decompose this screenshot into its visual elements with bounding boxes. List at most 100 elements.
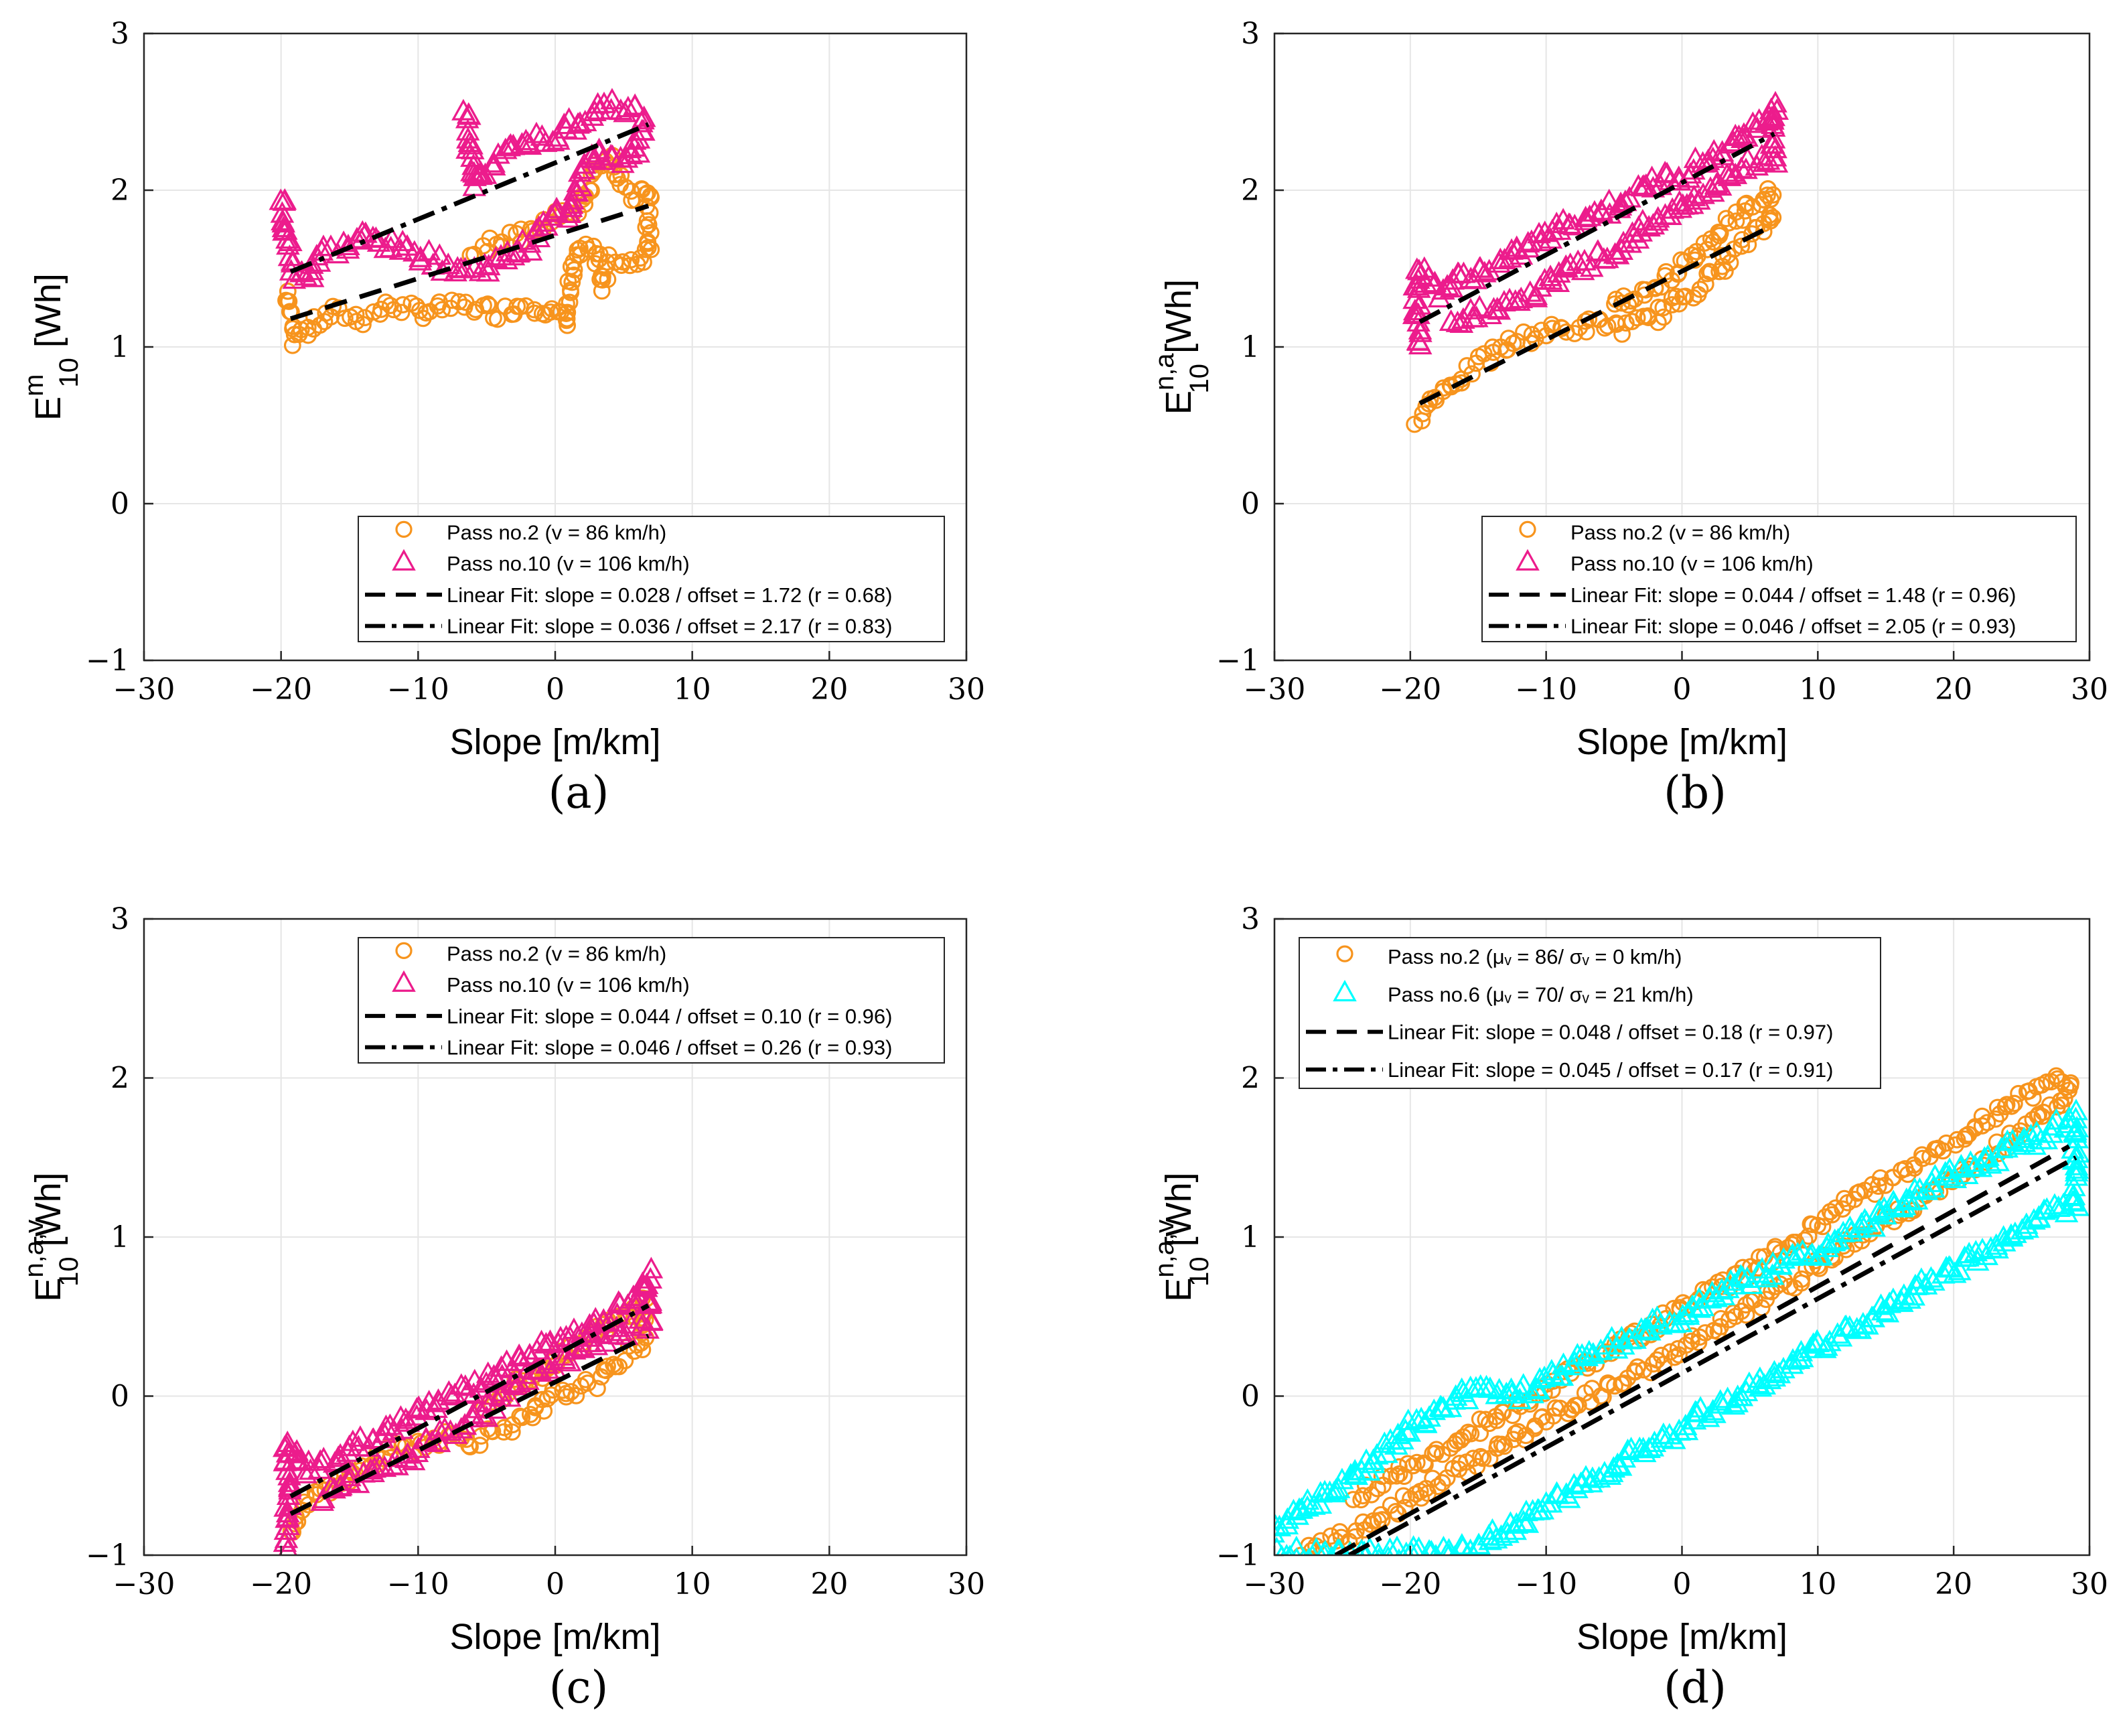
data-point bbox=[1281, 1498, 1306, 1520]
data-point bbox=[1737, 202, 1754, 220]
data-point bbox=[2005, 1094, 2023, 1112]
data-point bbox=[517, 1344, 541, 1366]
legend-label: Pass no.10 (v = 106 km/h) bbox=[1570, 552, 1814, 575]
data-point bbox=[1613, 325, 1631, 343]
data-point bbox=[1568, 1471, 1593, 1494]
data-point bbox=[341, 1429, 365, 1451]
data-point bbox=[1599, 317, 1617, 335]
series-triangles bbox=[269, 88, 656, 289]
data-point bbox=[2018, 1083, 2036, 1100]
data-point bbox=[461, 1438, 479, 1455]
x-tick-label: 10 bbox=[1799, 1567, 1836, 1601]
legend-marker-circle bbox=[1519, 520, 1536, 538]
data-point bbox=[562, 1383, 580, 1400]
data-point bbox=[1408, 1453, 1426, 1471]
fit-line-dashdot bbox=[1347, 1155, 2077, 1555]
legend-label: Pass no.2 (v = 86 km/h) bbox=[447, 942, 666, 965]
data-point bbox=[1688, 1396, 1712, 1418]
data-layer bbox=[1274, 1067, 2089, 1555]
legend-label: Linear Fit: slope = 0.048 / offset = 0.1… bbox=[1388, 1021, 1833, 1044]
data-point bbox=[631, 108, 655, 130]
data-point bbox=[1526, 1378, 1551, 1400]
data-point bbox=[293, 264, 318, 286]
fit-line-dashed bbox=[1418, 222, 1776, 406]
data-point bbox=[1489, 1524, 1514, 1546]
x-tick-label: 30 bbox=[948, 672, 985, 707]
data-point bbox=[524, 121, 548, 143]
y-tick-label: 2 bbox=[1241, 173, 1260, 208]
data-point bbox=[557, 107, 581, 129]
legend-box bbox=[1299, 937, 1881, 1089]
data-point bbox=[1834, 1200, 1852, 1218]
y-label-sub: 10 bbox=[54, 1256, 84, 1287]
data-point bbox=[354, 315, 372, 334]
y-tick-label: 2 bbox=[111, 1062, 129, 1096]
data-point bbox=[1480, 1415, 1498, 1433]
data-layer bbox=[273, 1256, 664, 1555]
data-point bbox=[1589, 200, 1614, 222]
data-point bbox=[443, 1422, 468, 1444]
data-point bbox=[561, 293, 579, 311]
series-triangles bbox=[1402, 90, 1789, 355]
data-point bbox=[559, 303, 577, 321]
data-point bbox=[591, 271, 609, 289]
data-point bbox=[417, 238, 441, 261]
data-point bbox=[1402, 299, 1427, 321]
data-point bbox=[1384, 1433, 1408, 1455]
data-point bbox=[1619, 1437, 1643, 1459]
data-point bbox=[1682, 184, 1706, 206]
data-point bbox=[1285, 1535, 1307, 1555]
data-point bbox=[380, 226, 404, 248]
legend-box bbox=[358, 937, 945, 1064]
data-point bbox=[2041, 1096, 2059, 1114]
fit-line-dashed bbox=[289, 1333, 650, 1516]
panel-caption: (d) bbox=[1664, 1662, 1727, 1713]
data-point bbox=[1952, 1245, 1977, 1267]
y-label-unit: [Wh] bbox=[1159, 1172, 1199, 1256]
legend-marker-circle bbox=[1336, 945, 1353, 962]
data-point bbox=[1754, 1266, 1779, 1288]
series-triangles bbox=[1274, 1098, 2089, 1555]
data-point bbox=[380, 1453, 405, 1475]
data-point bbox=[508, 1350, 533, 1372]
data-point bbox=[1739, 1273, 1763, 1295]
x-axis-label: Slope [m/km] bbox=[1576, 1617, 1787, 1657]
data-point bbox=[2062, 1189, 2087, 1211]
data-layer bbox=[1402, 90, 1789, 433]
y-tick-label: 1 bbox=[111, 1220, 129, 1254]
data-point bbox=[1546, 1482, 1570, 1504]
legend-marker-triangle bbox=[1516, 549, 1540, 571]
data-point bbox=[1533, 1408, 1550, 1427]
data-point bbox=[396, 1410, 421, 1432]
x-tick-label: −20 bbox=[250, 672, 312, 707]
data-point bbox=[642, 224, 660, 242]
data-point bbox=[1793, 1270, 1811, 1288]
data-point bbox=[1402, 287, 1426, 309]
y-label-sub: 10 bbox=[1185, 364, 1214, 394]
legend-marker-circle bbox=[395, 520, 413, 538]
data-point bbox=[1611, 230, 1635, 252]
data-point bbox=[1652, 1422, 1676, 1444]
data-point bbox=[639, 1256, 664, 1279]
data-point bbox=[1826, 1322, 1850, 1344]
x-tick-label: 10 bbox=[674, 1567, 711, 1601]
legend-label: Pass no.2 (v = 86 km/h) bbox=[447, 520, 666, 544]
x-tick-label: 20 bbox=[1935, 1567, 1972, 1601]
data-point bbox=[1709, 1392, 1734, 1414]
data-point bbox=[1380, 1537, 1400, 1555]
data-point bbox=[535, 1402, 553, 1420]
data-point bbox=[567, 1386, 585, 1404]
data-point bbox=[300, 265, 325, 287]
data-point bbox=[1608, 1454, 1633, 1476]
data-point bbox=[1532, 321, 1550, 340]
data-point bbox=[577, 188, 595, 206]
y-label-base: E bbox=[28, 1278, 68, 1302]
data-point bbox=[1433, 1445, 1451, 1463]
panel-caption: (a) bbox=[548, 767, 609, 818]
y-label-sub: 10 bbox=[1185, 1256, 1214, 1287]
data-point bbox=[1422, 1398, 1446, 1421]
data-point bbox=[552, 113, 577, 135]
